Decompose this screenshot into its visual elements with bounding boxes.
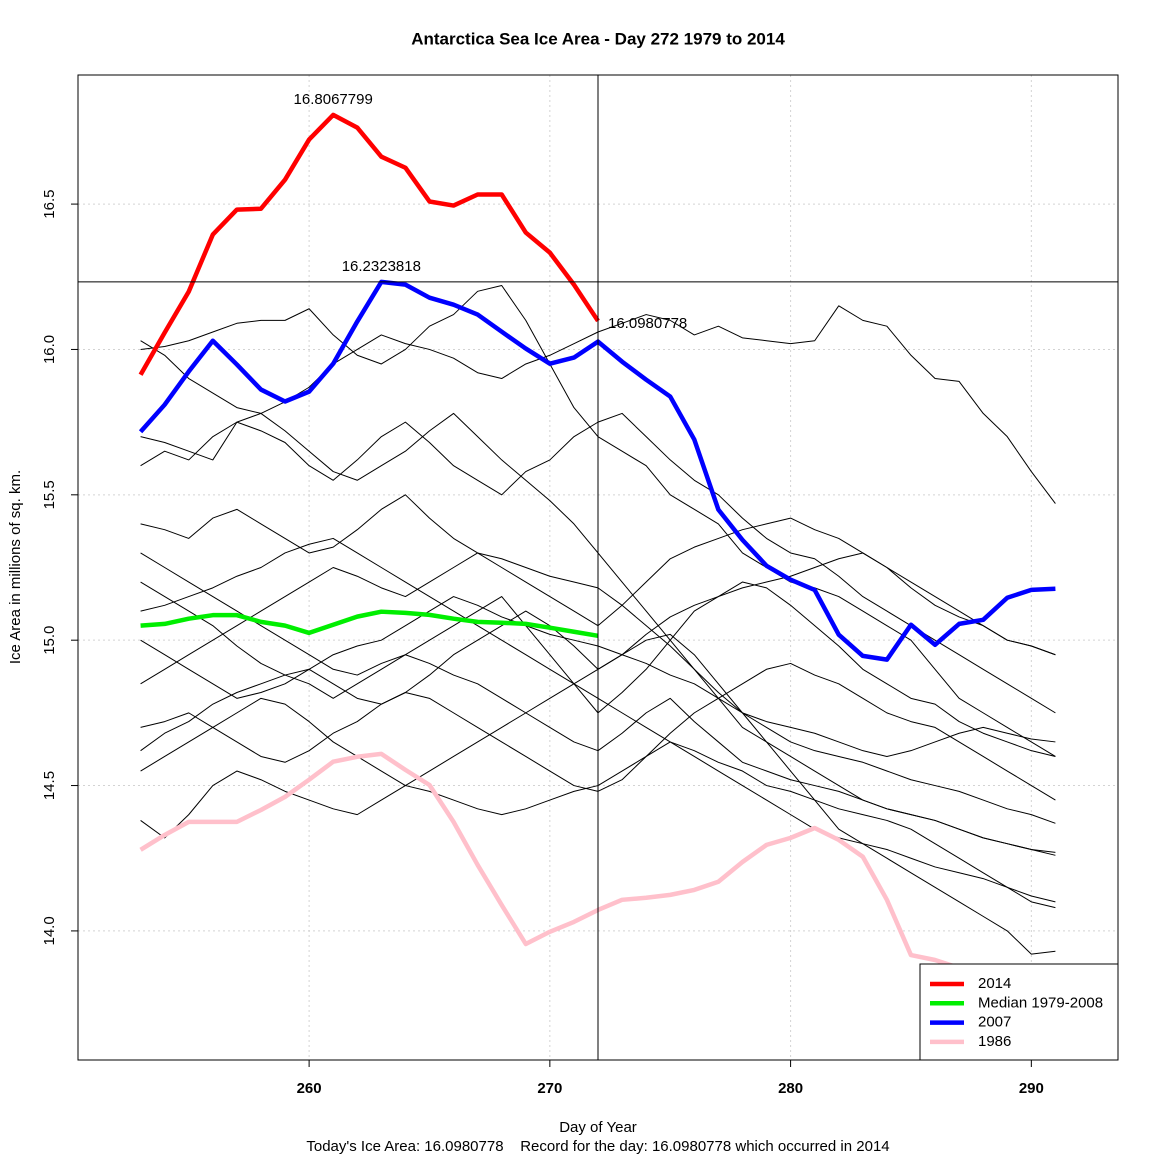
legend-label: 2007: [978, 1014, 1011, 1031]
annotation: 16.0980778: [608, 315, 687, 332]
y-tick-label: 15.5: [41, 480, 58, 509]
x-axis-label: Day of Year: [559, 1119, 637, 1136]
caption: Today's Ice Area: 16.0980778 Record for …: [306, 1138, 889, 1155]
y-tick-label: 15.0: [41, 626, 58, 655]
x-tick-label: 260: [297, 1080, 322, 1097]
chart-title: Antarctica Sea Ice Area - Day 272 1979 t…: [411, 29, 785, 48]
y-axis-label: Ice Area in millions of sq. km.: [7, 470, 24, 664]
y-tick-label: 16.0: [41, 335, 58, 364]
legend-label: Median 1979-2008: [978, 994, 1103, 1011]
plot-frame: [77, 74, 1119, 1061]
y-tick-label: 14.0: [41, 916, 58, 945]
x-tick-label: 290: [1019, 1080, 1044, 1097]
series-line: [140, 609, 599, 639]
y-tick-label: 16.5: [41, 189, 58, 218]
x-tick-label: 280: [778, 1080, 803, 1097]
y-tick-label: 14.5: [41, 771, 58, 800]
x-tick-label: 270: [537, 1080, 562, 1097]
series-line: [138, 112, 600, 376]
annotation: 16.8067799: [294, 91, 373, 108]
legend-label: 2014: [978, 975, 1011, 992]
legend-label: 1986: [978, 1033, 1011, 1050]
legend-box: [919, 963, 1119, 1061]
annotation: 16.2323818: [342, 258, 421, 275]
